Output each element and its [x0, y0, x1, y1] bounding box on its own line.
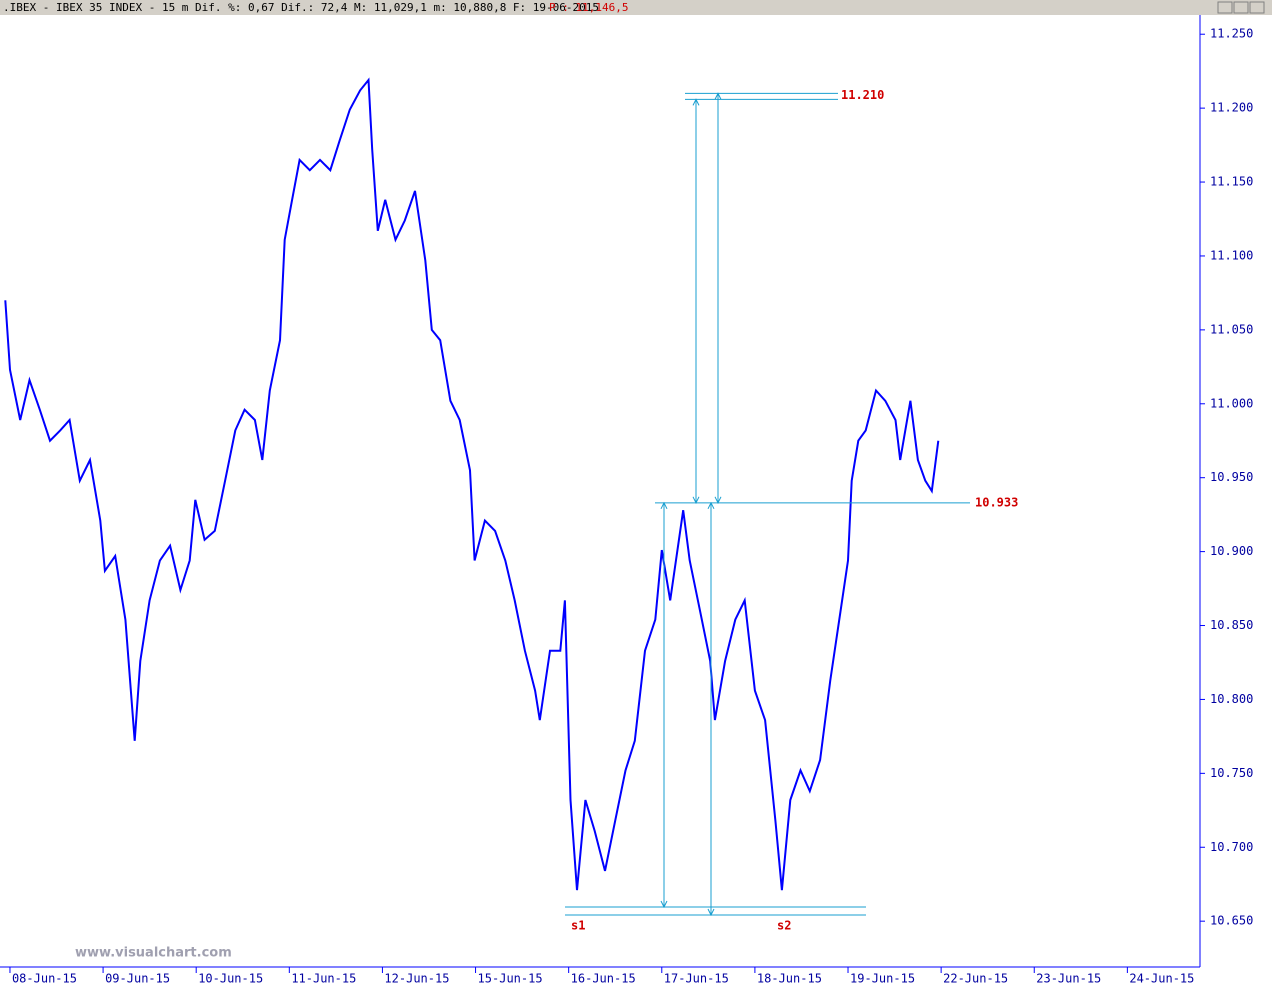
x-tick-label: 22-Jun-15 [943, 972, 1008, 986]
x-tick-label: 23-Jun-15 [1036, 972, 1101, 986]
price-line [4, 77, 940, 891]
x-tick-label: 18-Jun-15 [757, 972, 822, 986]
minimize-button[interactable] [1217, 1, 1233, 14]
x-tick-label: 10-Jun-15 [198, 972, 263, 986]
chart-title: .IBEX - IBEX 35 INDEX - 15 m Dif. %: 0,6… [3, 1, 599, 14]
x-tick-label: 09-Jun-15 [105, 972, 170, 986]
arrow-head [692, 98, 700, 504]
y-tick-label: 11.050 [1210, 322, 1253, 336]
window-buttons[interactable] [1217, 1, 1265, 14]
level-label: 10.933 [975, 495, 1018, 509]
maximize-button[interactable] [1233, 1, 1249, 14]
watermark: www.visualchart.com [75, 946, 232, 961]
arrow-head [714, 92, 722, 504]
y-tick-label: 11.100 [1210, 248, 1253, 262]
y-tick-label: 10.650 [1210, 914, 1253, 928]
x-tick-label: 17-Jun-15 [664, 972, 729, 986]
marker-label: s2 [777, 919, 791, 933]
y-tick-label: 11.150 [1210, 175, 1253, 189]
y-tick-label: 10.950 [1210, 470, 1253, 484]
x-tick-label: 15-Jun-15 [478, 972, 543, 986]
x-tick-label: 12-Jun-15 [384, 972, 449, 986]
marker-label: s1 [571, 919, 585, 933]
y-tick-label: 10.850 [1210, 618, 1253, 632]
y-tick-label: 11.000 [1210, 396, 1253, 410]
arrow-head [660, 501, 668, 909]
last-price: P : 11,146,5 [549, 1, 628, 14]
y-tick-label: 11.250 [1210, 27, 1253, 41]
y-tick-label: 11.200 [1210, 101, 1253, 115]
y-tick-label: 10.750 [1210, 766, 1253, 780]
y-tick-label: 10.900 [1210, 544, 1253, 558]
y-tick-label: 10.700 [1210, 840, 1253, 854]
x-tick-label: 11-Jun-15 [291, 972, 356, 986]
x-tick-label: 24-Jun-15 [1129, 972, 1194, 986]
y-tick-label: 10.800 [1210, 692, 1253, 706]
x-tick-label: 08-Jun-15 [12, 972, 77, 986]
level-label: 11.210 [841, 88, 884, 102]
arrow-head [707, 501, 715, 917]
x-tick-label: 19-Jun-15 [850, 972, 915, 986]
x-tick-label: 16-Jun-15 [571, 972, 636, 986]
close-button[interactable] [1249, 1, 1265, 14]
title-bar [0, 0, 1272, 15]
